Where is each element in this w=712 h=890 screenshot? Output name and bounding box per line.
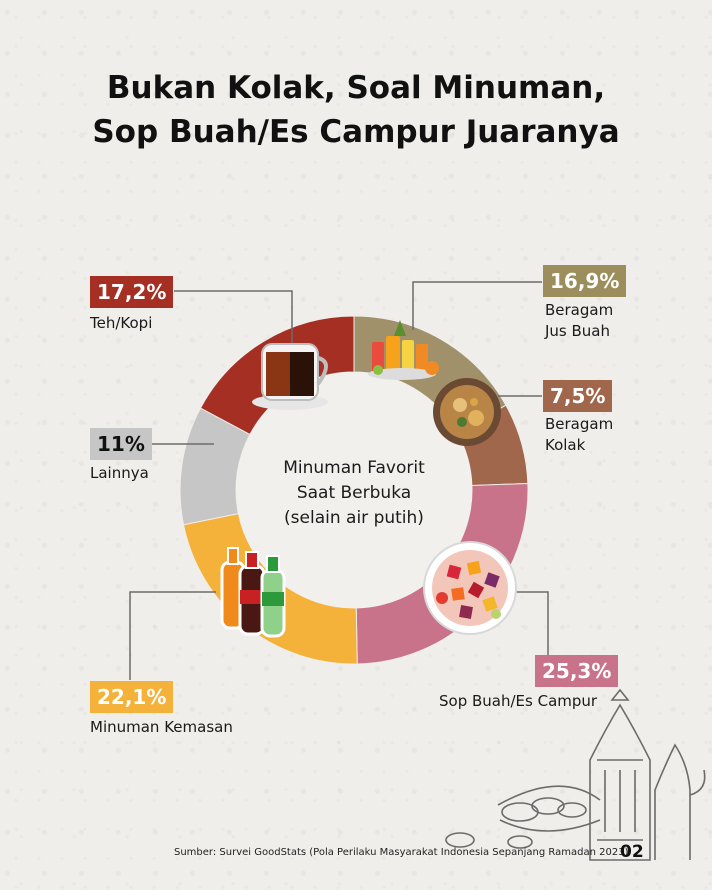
source-note: Sumber: Survei GoodStats (Pola Perilaku … — [174, 847, 629, 858]
badge-lainnya: 11% — [90, 428, 152, 460]
label-teh-kopi: Teh/Kopi — [90, 314, 153, 332]
badge-sop-buah: 25,3% — [535, 655, 619, 687]
label-jus-buah-line-2: Jus Buah — [545, 322, 611, 340]
center-line-1: Minuman Favorit — [283, 458, 425, 478]
ramadan-lantern-illustration — [445, 688, 706, 861]
center-line-2: Saat Berbuka — [296, 483, 412, 503]
label-jus-buah-line-1: Beragam — [545, 301, 614, 319]
minuman-kemasan-illustration — [220, 547, 286, 638]
label-sop-buah: Sop Buah/Es Campur — [439, 692, 598, 710]
page-number: 02 — [620, 842, 644, 862]
title-line-1: Bukan Kolak, Soal Minuman, — [106, 70, 606, 106]
leader-kemasan — [129, 591, 216, 680]
badge-kolak: 7,5% — [543, 380, 613, 412]
label-kolak-line-1: Beragam — [545, 415, 614, 433]
donut-hole — [236, 372, 472, 608]
badge-teh-kopi: 17,2% — [90, 276, 174, 308]
donut-center-label: Minuman Favorit Saat Berbuka (selain air… — [254, 456, 454, 531]
teh-kopi-illustration — [252, 343, 328, 410]
badge-jus-buah: 16,9% — [543, 265, 627, 297]
title-line-2: Sop Buah/Es Campur Juaranya — [92, 114, 620, 150]
kolak-illustration — [433, 378, 501, 446]
label-kolak-line-2: Kolak — [545, 436, 586, 454]
leader-jus — [412, 281, 542, 330]
label-minuman-kemasan: Minuman Kemasan — [90, 718, 233, 736]
page-title: Bukan Kolak, Soal Minuman, Sop Buah/Es C… — [0, 66, 712, 154]
label-lainnya: Lainnya — [90, 464, 149, 482]
badge-minuman-kemasan: 22,1% — [90, 681, 174, 713]
jus-buah-illustration — [368, 320, 439, 380]
sop-buah-illustration — [423, 541, 517, 635]
center-line-3: (selain air putih) — [284, 508, 424, 528]
